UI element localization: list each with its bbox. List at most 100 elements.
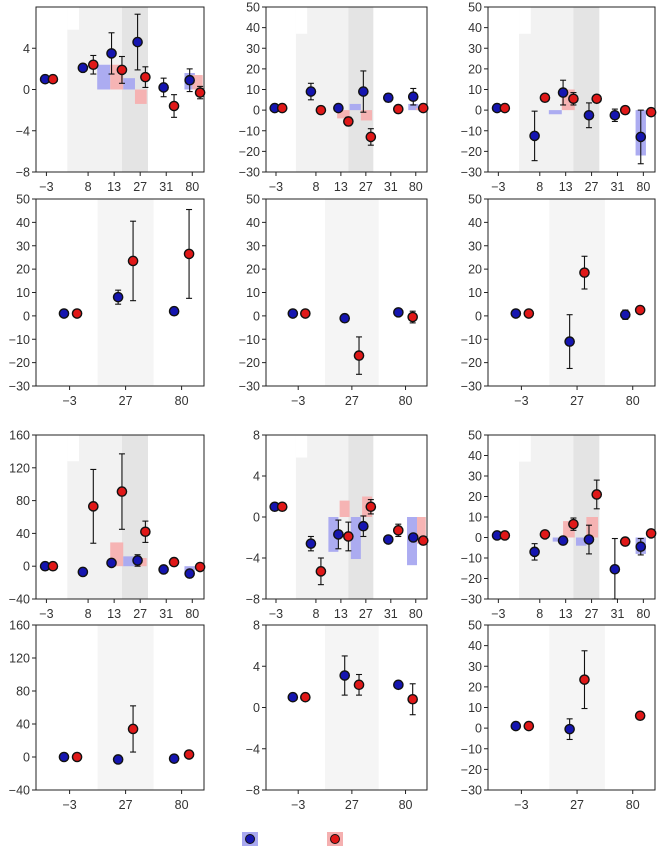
y-tick-label: 160: [9, 429, 30, 443]
data-point: [88, 501, 99, 512]
panel-r4c2: −8 −4 0 4 8 −3 27 80: [246, 619, 428, 812]
x-tick-label: 31: [611, 607, 625, 621]
y-tick-label: −20: [9, 356, 30, 370]
data-point: [358, 86, 369, 97]
y-tick-label: 20: [468, 490, 482, 504]
data-point: [112, 754, 124, 765]
data-point: [305, 538, 317, 549]
y-tick-label: 40: [468, 449, 482, 463]
data-point: [510, 720, 522, 732]
y-tick-label: 30: [468, 42, 482, 56]
axes-frame: [35, 624, 205, 791]
legend-item-blue: [242, 828, 262, 850]
data-point: [116, 64, 128, 76]
x-tick-label: 13: [559, 607, 573, 621]
panel-r2c3: −30 −20 −10 0 10 20 30 40 50 −3 27 80: [461, 193, 656, 408]
data-point: [392, 525, 404, 536]
bar: [408, 103, 419, 111]
x-tick-label: 13: [107, 180, 121, 194]
x-tick-label: 31: [384, 607, 398, 621]
y-tick-label: −10: [239, 124, 260, 138]
data-point: [564, 723, 575, 735]
data-point: [343, 116, 354, 127]
bar: [586, 517, 599, 538]
y-tick-label: 4: [253, 660, 260, 674]
data-point: [619, 536, 631, 547]
y-tick-label: 30: [468, 470, 482, 484]
shade-notch: [519, 435, 531, 462]
data-point: [529, 546, 540, 558]
data-point: [315, 104, 327, 116]
y-tick-label: 120: [9, 461, 30, 475]
y-tick-label: −30: [9, 380, 30, 394]
y-tick-label: 4: [253, 470, 260, 484]
data-point: [158, 564, 169, 575]
x-tick-label: −3: [291, 798, 305, 812]
data-point: [634, 304, 646, 316]
y-tick-label: 20: [246, 263, 260, 277]
x-tick-label: −3: [39, 607, 53, 621]
shade-band: [97, 199, 154, 386]
data-point: [635, 131, 647, 143]
x-tick-label: 80: [175, 798, 189, 812]
y-tick-label: −40: [9, 784, 30, 798]
y-tick-label: −20: [461, 572, 482, 586]
data-point: [645, 528, 657, 539]
shade-band: [573, 7, 600, 172]
x-tick-label: 27: [359, 180, 373, 194]
y-tick-label: 30: [246, 42, 260, 56]
y-tick-label: 20: [246, 62, 260, 76]
y-tick-label: 0: [23, 309, 30, 323]
data-point: [315, 566, 327, 577]
x-tick-label: 8: [85, 180, 92, 194]
x-tick-label: 80: [399, 394, 413, 408]
data-point: [88, 59, 99, 71]
legend-marker-blue: [245, 834, 255, 844]
data-point: [127, 723, 139, 735]
y-tick-label: 10: [16, 286, 30, 300]
data-point: [47, 560, 59, 572]
data-point: [383, 534, 394, 545]
y-tick-label: 50: [246, 193, 260, 207]
bar: [123, 556, 135, 567]
y-tick-label: −8: [16, 166, 30, 180]
panel-r2c1: −30 −20 −10 0 10 20 30 40 50 −3 27 80: [9, 193, 205, 408]
data-point: [365, 131, 377, 143]
data-point: [393, 307, 404, 318]
x-tick-label: −3: [62, 798, 76, 812]
y-tick-label: −20: [461, 145, 482, 159]
data-point: [339, 670, 351, 681]
x-tick-label: 27: [133, 180, 147, 194]
data-point: [358, 520, 369, 532]
x-tick-label: 27: [119, 798, 133, 812]
x-tick-label: 27: [585, 180, 599, 194]
x-tick-label: 80: [185, 180, 199, 194]
bar: [134, 89, 147, 104]
shade-notch: [67, 435, 79, 462]
y-tick-label: 10: [246, 286, 260, 300]
y-tick-label: 0: [475, 309, 482, 323]
data-point: [407, 91, 419, 103]
data-point: [510, 308, 522, 319]
data-point: [620, 309, 631, 321]
bar: [360, 110, 373, 121]
y-tick-label: 10: [468, 286, 482, 300]
y-tick-label: 8: [253, 619, 260, 633]
y-tick-label: 10: [468, 511, 482, 525]
x-tick-label: 80: [175, 394, 189, 408]
data-point: [112, 291, 124, 303]
x-tick-label: −3: [514, 394, 528, 408]
y-tick-label: 20: [16, 263, 30, 277]
data-point: [417, 102, 429, 114]
y-tick-label: 40: [468, 639, 482, 653]
data-point: [305, 86, 317, 97]
y-tick-label: 40: [246, 21, 260, 35]
y-tick-label: 40: [16, 718, 30, 732]
y-tick-label: 30: [246, 239, 260, 253]
data-point: [276, 501, 288, 513]
y-tick-label: −30: [461, 784, 482, 798]
y-tick-label: 0: [253, 511, 260, 525]
shade-band: [325, 199, 379, 386]
y-tick-label: 40: [16, 216, 30, 230]
